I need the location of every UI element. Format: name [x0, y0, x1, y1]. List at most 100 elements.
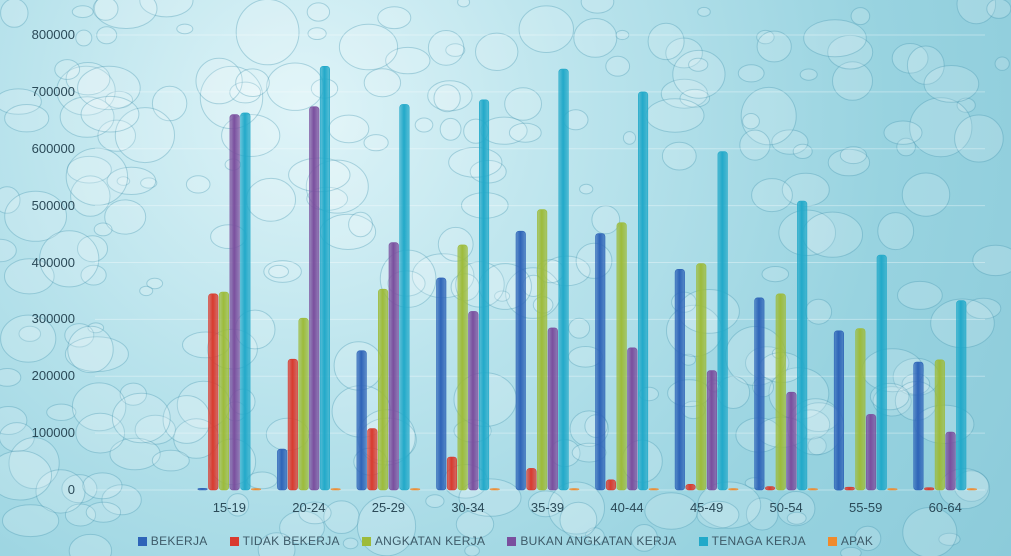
water-droplet — [226, 493, 250, 517]
bar-bukan-angkatan-kerja — [786, 391, 797, 491]
bar-apak — [330, 488, 341, 491]
bar-tenaga-kerja — [797, 200, 808, 491]
water-droplet — [114, 107, 175, 164]
water-droplet — [4, 258, 55, 295]
water-droplet — [644, 492, 699, 530]
legend-label: TIDAK BEKERJA — [242, 534, 340, 548]
water-droplet — [85, 501, 122, 523]
water-droplet — [77, 65, 141, 111]
bar-tenaga-kerja — [876, 254, 887, 491]
water-droplet — [75, 29, 93, 47]
bar-tidak-bekerja — [208, 293, 219, 491]
water-droplet — [54, 59, 81, 80]
bar-series-group — [197, 66, 978, 491]
water-droplet — [56, 65, 116, 116]
legend-swatch — [229, 536, 239, 546]
bar-tenaga-kerja — [558, 68, 569, 491]
water-droplet — [279, 510, 325, 545]
water-droplet — [504, 87, 542, 121]
x-tick-label: 30-34 — [451, 500, 485, 515]
bar-apak — [807, 488, 818, 491]
bar-tidak-bekerja — [367, 428, 378, 491]
water-droplet — [0, 88, 42, 115]
bar-bekerja — [595, 233, 606, 491]
x-tick-label: 35-39 — [530, 500, 565, 515]
water-droplet — [151, 85, 188, 122]
water-droplet — [414, 117, 434, 133]
water-droplet — [263, 260, 302, 283]
water-droplet — [840, 546, 862, 556]
water-droplet — [92, 0, 119, 21]
water-droplet — [792, 143, 813, 159]
bar-tenaga-kerja — [478, 99, 490, 491]
legend-label: BEKERJA — [150, 534, 208, 548]
water-droplet — [0, 186, 21, 214]
water-droplet — [547, 481, 606, 535]
x-tick-label: 60-64 — [928, 500, 962, 515]
legend-item: TENAGA KERJA — [698, 534, 806, 548]
water-droplet — [972, 244, 1011, 277]
water-droplet — [697, 6, 711, 17]
water-droplet — [338, 23, 399, 71]
water-droplet — [439, 117, 462, 141]
y-tick-label: 800000 — [31, 27, 75, 42]
bar-bukan-angkatan-kerja — [945, 431, 956, 491]
water-droplet — [71, 5, 94, 19]
water-droplet — [786, 511, 807, 525]
bar-tenaga-kerja — [956, 300, 967, 491]
water-droplet — [445, 43, 466, 57]
water-droplet — [901, 172, 951, 217]
water-droplet — [696, 500, 740, 530]
water-droplet — [0, 422, 35, 453]
bar-angkatan-kerja — [934, 359, 945, 491]
water-droplet — [4, 190, 67, 242]
water-droplet — [756, 29, 775, 45]
bar-tidak-bekerja — [287, 358, 298, 491]
bar-angkatan-kerja — [696, 263, 707, 491]
water-droplet — [923, 65, 980, 103]
bar-bekerja — [754, 297, 765, 491]
water-droplet — [235, 68, 270, 97]
y-tick-label: 700000 — [31, 83, 75, 99]
bar-bukan-angkatan-kerja — [229, 114, 240, 491]
legend-item: TIDAK BEKERJA — [229, 534, 340, 548]
water-droplet — [8, 437, 60, 490]
water-droplet — [433, 84, 461, 113]
bar-bukan-angkatan-kerja — [547, 327, 558, 491]
water-droplet — [134, 414, 177, 445]
bar-apak — [489, 488, 500, 491]
water-droplet — [799, 68, 818, 81]
water-droplet — [71, 382, 127, 432]
water-droplet — [455, 509, 495, 539]
y-tick-label: 0 — [67, 482, 75, 497]
water-droplet — [97, 119, 136, 152]
water-droplet — [745, 497, 779, 531]
water-droplet — [176, 23, 194, 35]
water-droplet — [65, 61, 111, 96]
legend-swatch — [827, 536, 837, 546]
bar-bukan-angkatan-kerja — [388, 242, 399, 491]
water-droplet — [268, 264, 290, 279]
bar-bekerja — [833, 330, 845, 491]
water-droplet — [803, 19, 867, 58]
water-droplet — [93, 0, 158, 29]
bar-tidak-bekerja — [605, 479, 617, 491]
water-droplet — [761, 266, 790, 283]
water-droplet — [883, 120, 923, 145]
water-droplet — [265, 417, 310, 451]
water-droplet — [66, 155, 112, 184]
bar-tidak-bekerja — [446, 456, 458, 491]
y-tick-label: 200000 — [31, 368, 75, 384]
water-droplet — [591, 205, 621, 235]
water-droplet — [559, 501, 598, 539]
water-droplet — [660, 78, 709, 109]
legend-label: APAK — [840, 534, 874, 548]
water-droplet — [140, 177, 158, 189]
legend-swatch — [698, 536, 708, 546]
water-droplet — [697, 481, 762, 529]
bar-bukan-angkatan-kerja — [627, 347, 638, 491]
water-droplet — [4, 104, 50, 133]
water-droplet — [70, 175, 111, 217]
x-tick-label: 45-49 — [689, 500, 724, 515]
